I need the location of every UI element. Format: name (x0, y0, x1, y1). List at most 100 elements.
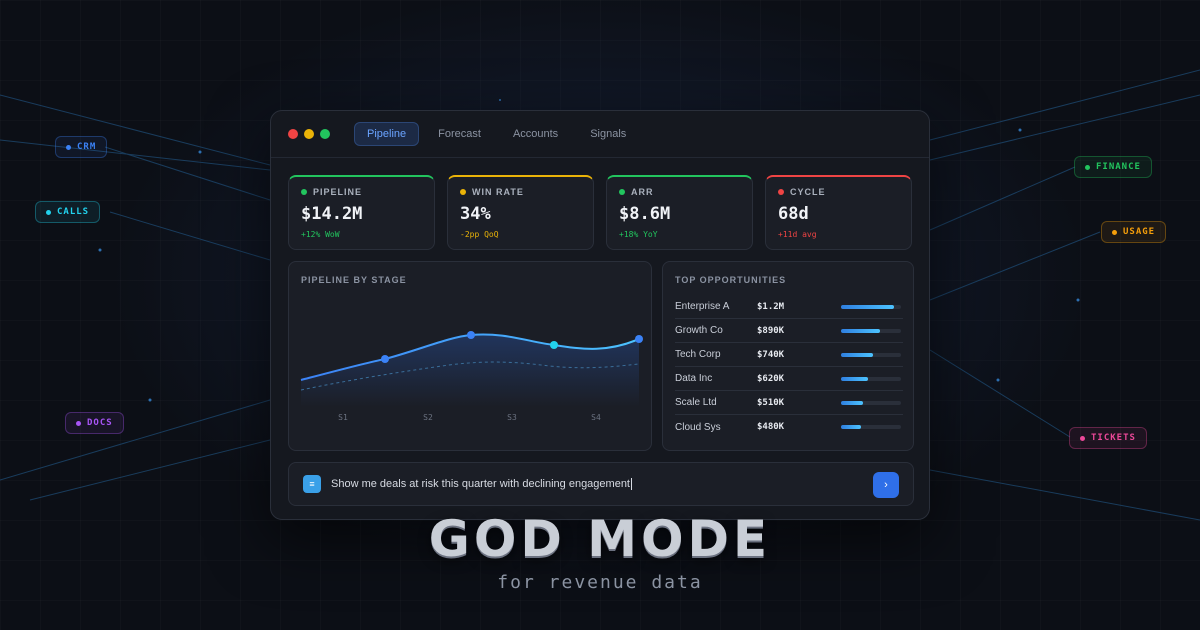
kpi-delta: -2pp QoQ (460, 230, 499, 239)
opportunity-bar-fill (841, 425, 862, 429)
kpi-value: 68d (778, 204, 809, 224)
opportunity-bar-fill (841, 400, 864, 405)
source-pill-crm: CRM (55, 136, 108, 158)
status-dot-icon (66, 144, 71, 150)
kpi-card-win-rate[interactable]: WIN RATE 34% -2pp QoQ (447, 175, 594, 250)
opportunity-name: Tech Corp (675, 349, 721, 360)
opportunity-bar (841, 352, 901, 357)
kpi-delta: +11d avg (778, 230, 817, 239)
opportunity-bar (841, 376, 901, 381)
kpi-card-arr[interactable]: ARR $8.6M +18% YoY (606, 175, 753, 250)
prompt-text: Show me deals at risk this quarter with … (331, 478, 632, 490)
opportunity-bar-fill (841, 328, 880, 333)
opportunity-name: Enterprise A (675, 301, 730, 312)
opportunity-row[interactable]: Tech Corp $740K (675, 343, 903, 367)
kpi-value: $8.6M (619, 204, 671, 224)
x-tick-label: S4 (591, 413, 601, 422)
panel-title: PIPELINE BY STAGE (301, 275, 407, 285)
kpi-label-text: WIN RATE (472, 187, 524, 197)
opportunity-value: $510K (757, 397, 785, 408)
kpi-value: $14.2M (301, 204, 363, 224)
chat-icon: ≡ (303, 475, 321, 493)
source-pill-usage: USAGE (1101, 221, 1167, 243)
opportunity-bar-fill (841, 376, 868, 381)
kpi-label: CYCLE (778, 187, 899, 197)
kpi-label: PIPELINE (301, 187, 422, 197)
tab-bar: Pipeline Forecast Accounts Signals (354, 122, 639, 146)
x-tick-label: S1 (338, 413, 348, 422)
status-dot-icon (460, 189, 466, 195)
prompt-input[interactable]: ≡ Show me deals at risk this quarter wit… (288, 462, 914, 506)
opportunity-bar (841, 425, 901, 429)
opportunity-row[interactable]: Data Inc $620K (675, 367, 903, 391)
source-pill-tickets: TICKETS (1069, 427, 1147, 449)
opportunity-bar (841, 328, 901, 333)
status-dot-icon (1085, 164, 1090, 170)
opportunity-value: $890K (757, 325, 785, 336)
arrow-right-icon: › (884, 479, 888, 491)
opportunity-bar (841, 304, 901, 309)
opportunity-bar-fill (841, 304, 894, 309)
pill-label: DOCS (87, 418, 113, 428)
hero-subtitle: for revenue data (497, 572, 703, 593)
kpi-label-text: CYCLE (790, 187, 826, 197)
maximize-window-icon[interactable] (320, 129, 330, 139)
pipeline-line-chart[interactable]: S1 S2 S3 S4 (289, 262, 653, 452)
top-opportunities-panel: TOP OPPORTUNITIES Enterprise A $1.2M Gro… (662, 261, 914, 451)
chart-point (550, 341, 558, 349)
hero-title: GOD MODE (428, 510, 772, 568)
x-tick-label: S2 (423, 413, 433, 422)
status-dot-icon (301, 189, 307, 195)
status-dot-icon (1112, 229, 1117, 235)
tab-forecast[interactable]: Forecast (438, 128, 481, 140)
opportunity-value: $1.2M (757, 301, 785, 312)
opportunity-name: Growth Co (675, 325, 723, 336)
chart-area-fill (301, 334, 639, 407)
opportunity-row[interactable]: Scale Ltd $510K (675, 391, 903, 415)
kpi-label: ARR (619, 187, 740, 197)
minimize-window-icon[interactable] (304, 129, 314, 139)
status-dot-icon (619, 189, 625, 195)
tab-accounts[interactable]: Accounts (512, 128, 559, 140)
kpi-value: 34% (460, 204, 491, 224)
opportunity-value: $480K (757, 422, 785, 432)
x-tick-label: S3 (507, 413, 517, 422)
opportunity-name: Scale Ltd (675, 397, 717, 408)
app-window: Pipeline Forecast Accounts Signals PIPEL… (270, 110, 930, 520)
chart-point (467, 331, 475, 339)
send-button[interactable]: › (873, 472, 899, 498)
pill-label: CRM (77, 142, 97, 152)
kpi-row: PIPELINE $14.2M +12% WoW WIN RATE 34% -2… (288, 175, 912, 250)
status-dot-icon (1080, 435, 1085, 441)
status-dot-icon (778, 189, 784, 195)
pipeline-chart-panel: PIPELINE BY STAGE S1 S2 S3 S (288, 261, 652, 451)
status-dot-icon (46, 209, 51, 215)
source-pill-finance: FINANCE (1074, 156, 1152, 178)
opportunity-row[interactable]: Growth Co $890K (675, 319, 903, 343)
kpi-card-pipeline[interactable]: PIPELINE $14.2M +12% WoW (288, 175, 435, 250)
panel-title: TOP OPPORTUNITIES (675, 275, 787, 285)
opportunity-row[interactable]: Enterprise A $1.2M (675, 295, 903, 319)
kpi-label: WIN RATE (460, 187, 581, 197)
opportunity-row[interactable]: Cloud Sys $480K (675, 415, 903, 439)
kpi-delta: +12% WoW (301, 230, 340, 239)
chart-point (381, 355, 389, 363)
source-pill-docs: DOCS (65, 412, 124, 434)
tab-pipeline[interactable]: Pipeline (354, 122, 420, 146)
opportunity-name: Cloud Sys (675, 421, 721, 433)
kpi-label-text: ARR (631, 187, 654, 197)
close-window-icon[interactable] (288, 129, 298, 139)
pill-label: TICKETS (1091, 433, 1136, 443)
tab-signals[interactable]: Signals (590, 128, 627, 140)
pill-label: USAGE (1123, 227, 1156, 237)
chart-point (635, 335, 643, 343)
kpi-card-cycle[interactable]: CYCLE 68d +11d avg (765, 175, 912, 250)
opportunity-name: Data Inc (675, 373, 713, 384)
opportunity-bar-fill (841, 352, 874, 357)
chart-target-line (300, 361, 640, 391)
kpi-label-text: PIPELINE (313, 187, 363, 197)
pill-label: CALLS (57, 207, 90, 217)
status-dot-icon (76, 420, 81, 426)
pill-label: FINANCE (1096, 162, 1141, 172)
